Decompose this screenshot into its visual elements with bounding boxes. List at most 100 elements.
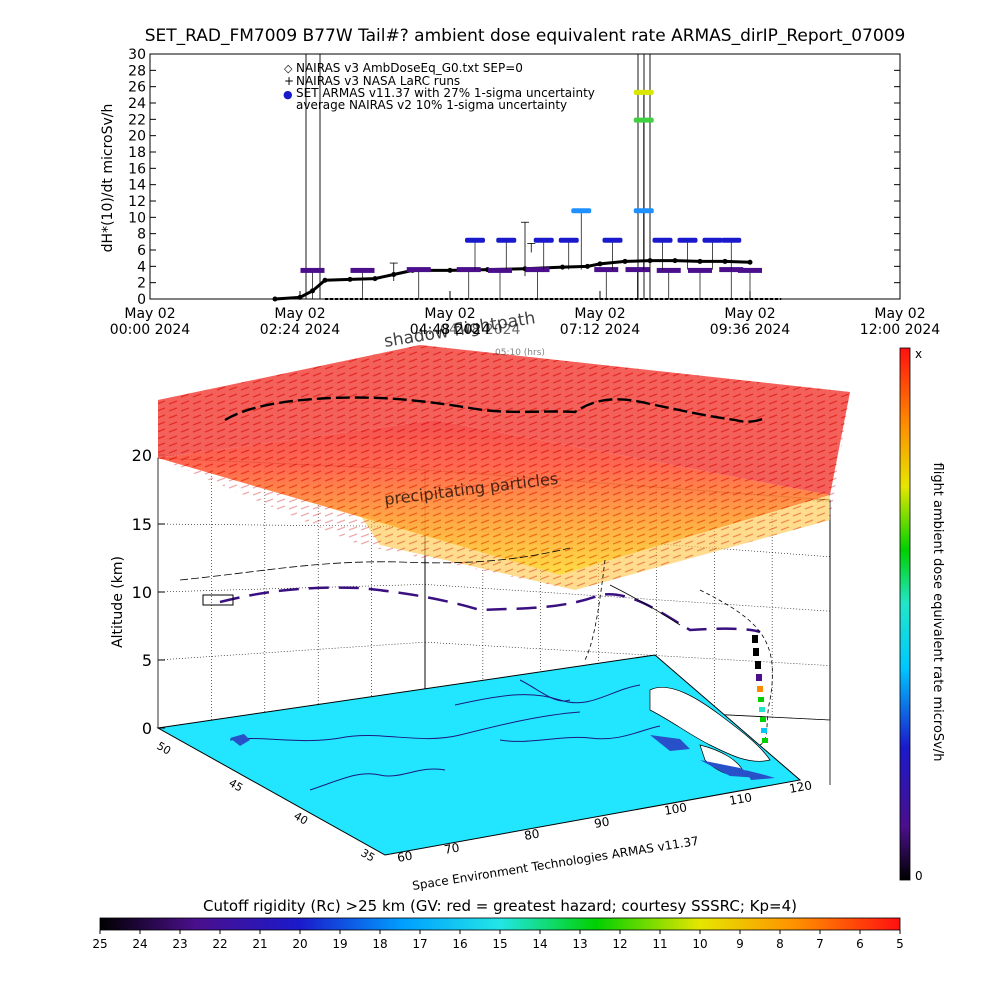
grid-line <box>157 584 426 593</box>
y-tick-label: 16 <box>128 161 146 177</box>
rigidity-tick-label: 18 <box>372 937 387 951</box>
rigidity-tick-label: 19 <box>332 937 347 951</box>
time-label-partial: 04:48 2024 <box>440 322 521 338</box>
particle-dash-texture <box>158 345 850 590</box>
rigidity-tick-label: 5 <box>896 937 904 951</box>
data-point <box>622 258 628 264</box>
lat-tick-label: 40 <box>292 809 311 827</box>
y-tick-label: 4 <box>137 259 146 275</box>
rigidity-tick-label: 9 <box>736 937 744 951</box>
data-point <box>456 267 481 273</box>
rigidity-tick-label: 20 <box>292 937 307 951</box>
lon-tick-label: 60 <box>396 849 413 865</box>
data-point <box>672 258 678 264</box>
legend-symbol: + <box>284 74 294 88</box>
data-point <box>571 208 592 214</box>
x-tick-label: May 02 <box>274 306 325 322</box>
x-tick-label: May 02 <box>724 306 775 322</box>
z-tick-label: 20 <box>132 446 152 465</box>
legend: ◇ NAIRAS v3 AmbDoseEq_G0.txt SEP=0 + NAI… <box>283 61 595 112</box>
lon-tick-label: 120 <box>788 778 813 796</box>
data-point <box>465 237 485 243</box>
flight-3d-panel: 35 40 45 50 60 70 80 90 100 110 120 0 5 10 15 20 Alti… <box>110 308 850 893</box>
x-tick-label: May 02 <box>574 306 625 322</box>
data-point <box>633 208 654 214</box>
lon-tick-label: 80 <box>523 827 540 843</box>
data-point <box>406 267 431 273</box>
x-tick-label: 00:00 2024 <box>110 322 191 338</box>
series-nairas-v3 <box>274 259 751 301</box>
data-point <box>300 267 325 273</box>
rigidity-tick-label: 24 <box>132 937 147 951</box>
x-tick-label: 02:24 2024 <box>260 322 341 338</box>
z-tick-label: 10 <box>132 583 152 602</box>
rigidity-tick-label: 7 <box>816 937 824 951</box>
data-point <box>322 277 328 283</box>
data-point <box>722 258 728 264</box>
lon-tick-label: 70 <box>443 841 460 857</box>
grid-line <box>424 584 831 612</box>
map-floor <box>156 654 802 856</box>
data-point <box>347 276 353 282</box>
lon-tick-label: 90 <box>593 815 610 831</box>
data-point <box>447 267 453 273</box>
y-tick-label: 20 <box>128 129 146 145</box>
rigidity-tick-label: 11 <box>652 937 667 951</box>
longitude-ticks: 60 70 80 90 100 110 120 <box>396 778 813 865</box>
y-tick-label: 22 <box>128 112 146 128</box>
legend-entry: SET ARMAS v11.37 with 27% 1-sigma uncert… <box>296 86 595 100</box>
dose-colorbar-fill <box>899 347 911 881</box>
descent-column <box>752 635 768 743</box>
latitude-ticks: 35 40 45 50 <box>155 739 378 864</box>
rigidity-tick-label: 17 <box>412 937 427 951</box>
y-tick-label: 2 <box>137 276 146 292</box>
data-point <box>272 296 278 302</box>
rigidity-colorbar-label: Cutoff rigidity (Rc) >25 km (GV: red = g… <box>203 897 797 915</box>
data-point <box>688 267 712 273</box>
rigidity-tick-label: 21 <box>252 937 267 951</box>
altitude-axis-label: Altitude (km) <box>110 556 126 648</box>
y-tick-label: 28 <box>128 63 146 79</box>
data-point <box>560 264 565 270</box>
y-axis-label: dH*(10)/dt microSv/h <box>100 104 116 253</box>
data-point <box>652 237 673 243</box>
lon-tick-label: 110 <box>728 790 753 808</box>
rigidity-tick-label: 14 <box>532 937 547 951</box>
grid-line <box>157 641 426 661</box>
data-point <box>697 258 703 264</box>
data-point <box>594 267 619 273</box>
x-tick-label: 07:12 2024 <box>560 322 641 338</box>
y-tick-label: 8 <box>137 227 146 243</box>
rigidity-colorbar-fill <box>99 917 901 931</box>
rigidity-tick-label: 22 <box>212 937 227 951</box>
legend-symbol: ◇ <box>284 62 293 75</box>
rigidity-tick-label: 13 <box>572 937 587 951</box>
rigidity-tick-label: 15 <box>492 937 507 951</box>
coastlines <box>229 679 661 791</box>
y-tick-label: 0 <box>137 292 146 308</box>
dose-colorbar-label: flight ambient dose equivalent rate micr… <box>930 463 945 762</box>
data-point <box>558 237 579 243</box>
x-tick-label: May 02 <box>874 306 925 322</box>
z-tick-label: 0 <box>142 719 152 738</box>
data-point <box>585 263 590 269</box>
lon-tick-label: 100 <box>663 800 688 818</box>
legend-entry: NAIRAS v3 NASA LaRC runs <box>296 74 460 88</box>
series-layer <box>272 89 782 302</box>
legend-entry: average NAIRAS v2 10% 1-sigma uncertaint… <box>296 98 567 112</box>
data-point <box>525 267 550 273</box>
legend-symbol: ● <box>283 88 293 101</box>
data-point <box>677 237 698 243</box>
rigidity-tick-label: 8 <box>776 937 784 951</box>
data-point <box>633 89 654 95</box>
y-tick-label: 30 <box>128 47 146 63</box>
altitude-ticks: 0 5 10 15 20 <box>132 446 165 738</box>
rigidity-tick-label: 12 <box>612 937 627 951</box>
dose-colorbar-top: x <box>915 347 922 361</box>
dose-colorbar: x 0 flight ambient dose equivalent rate … <box>899 347 945 883</box>
hours-label: 05:10 (hrs) <box>495 348 545 358</box>
time-series-panel: dH*(10)/dt microSv/h 0246810121416182022… <box>100 47 940 338</box>
